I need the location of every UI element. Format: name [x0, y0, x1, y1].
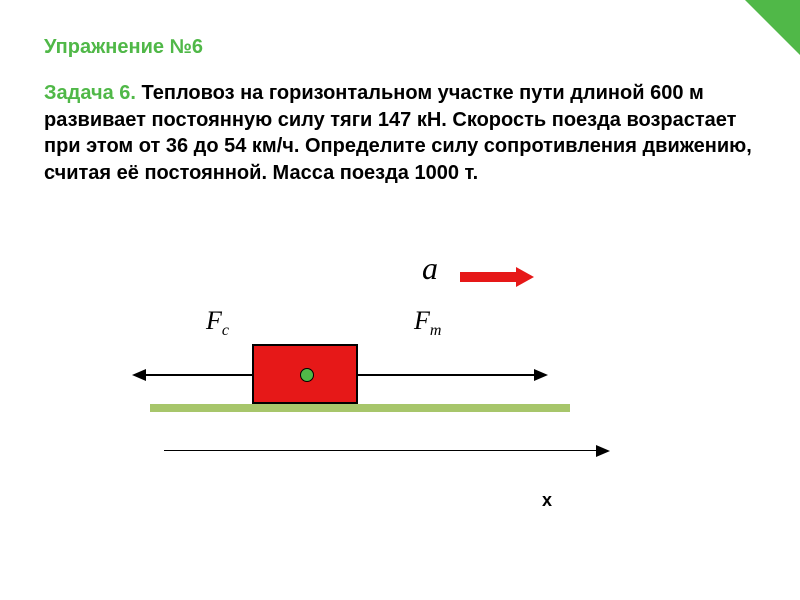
fc-sub: с [222, 322, 229, 339]
problem-body: Тепловоз на горизонтальном участке пути … [44, 82, 752, 184]
fm-sub: т [430, 322, 442, 339]
force-arrow-left [132, 369, 146, 381]
x-axis-label: x [542, 490, 552, 511]
acceleration-label: a [422, 250, 438, 287]
slide: Упражнение №6 Задача 6. Тепловоз на гори… [0, 0, 800, 600]
diagram: a Fс Fт x [100, 250, 660, 530]
exercise-title: Упражнение №6 [44, 36, 203, 59]
acceleration-arrow [460, 272, 518, 282]
corner-decoration [745, 0, 800, 55]
ground-line [150, 404, 570, 412]
force-arrow-right [534, 369, 548, 381]
task-number: Задача 6. [44, 82, 136, 104]
force-resistance-label: Fс [206, 306, 229, 340]
fc-main: F [206, 306, 222, 335]
axis-arrow-right [596, 445, 610, 457]
fm-main: F [414, 306, 430, 335]
problem-text: Задача 6. Тепловоз на горизонтальном уча… [44, 80, 756, 186]
x-axis [164, 450, 598, 451]
force-traction-label: Fт [414, 306, 441, 340]
center-dot [300, 368, 314, 382]
